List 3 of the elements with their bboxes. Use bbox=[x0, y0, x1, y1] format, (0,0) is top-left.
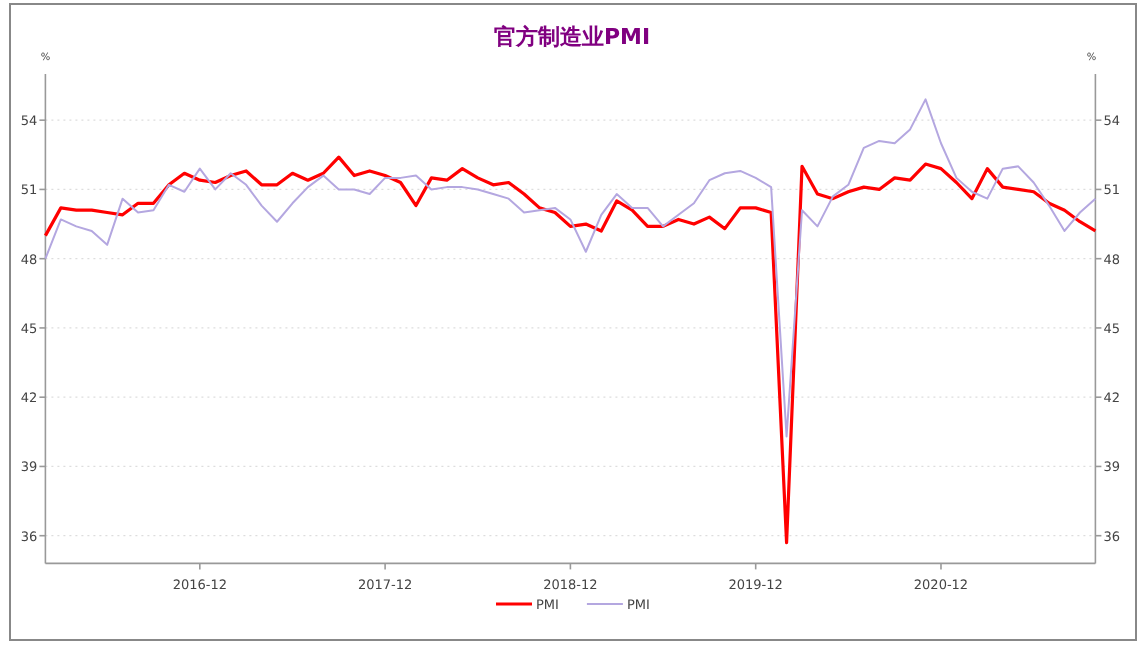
line-series bbox=[44, 98, 1097, 438]
line-series bbox=[43, 155, 1097, 545]
chart-title: 官方制造业PMI bbox=[493, 24, 651, 50]
